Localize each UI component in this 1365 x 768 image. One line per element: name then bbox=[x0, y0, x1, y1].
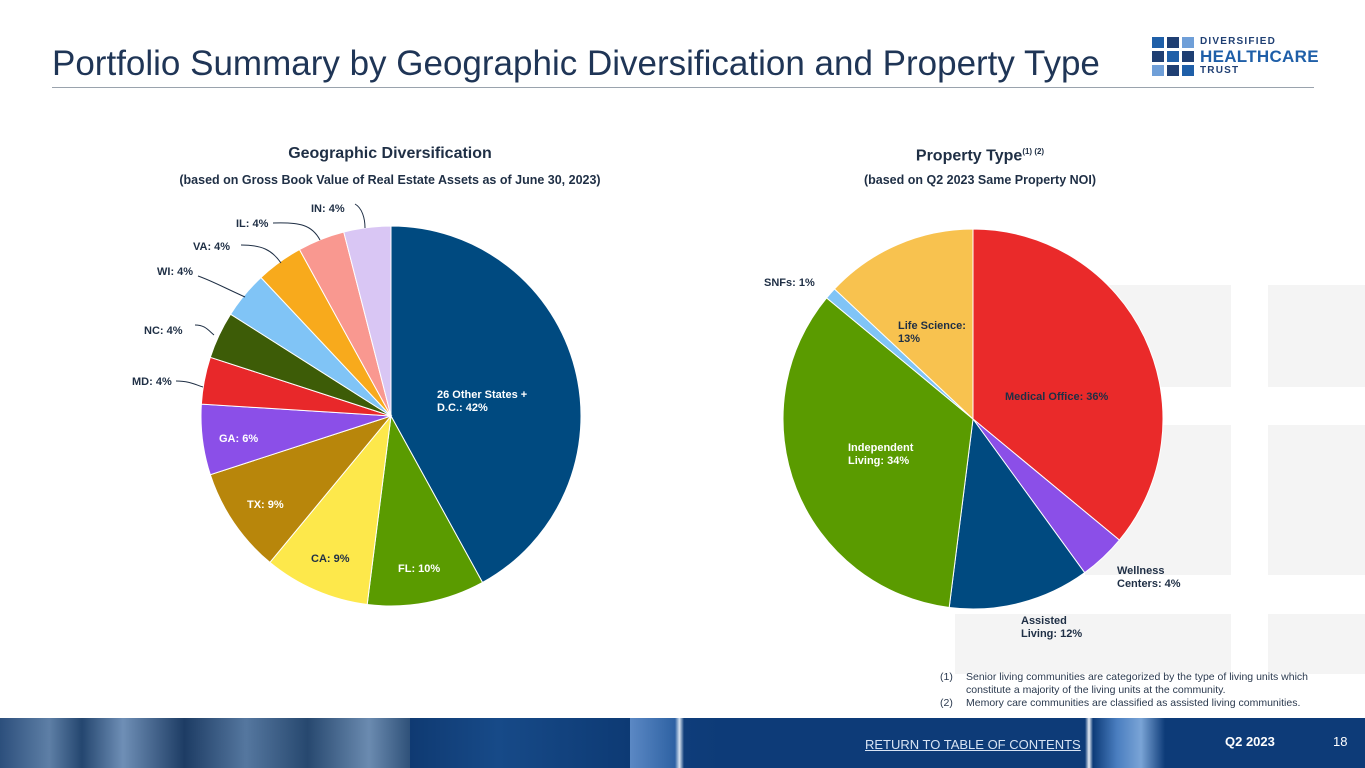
title-divider bbox=[52, 87, 1314, 88]
prop-label-3: Independent Living: 34% bbox=[848, 442, 914, 467]
prop-label-1: Wellness Centers: 4% bbox=[1117, 565, 1181, 590]
geo-leader-line-9 bbox=[272, 222, 321, 241]
footnote-text: Senior living communities are categorize… bbox=[966, 671, 1309, 696]
footer-photo-strip bbox=[630, 718, 720, 768]
footer-band bbox=[0, 718, 1365, 768]
logo-text-line3: TRUST bbox=[1200, 65, 1240, 76]
geo-leader-line-7 bbox=[197, 275, 246, 298]
footnote-number: (2) bbox=[940, 697, 953, 709]
chart1-subtitle: (based on Gross Book Value of Real Estat… bbox=[179, 173, 601, 187]
geo-label-2: CA: 9% bbox=[311, 553, 350, 565]
geo-label-0: 26 Other States + D.C.: 42% bbox=[437, 389, 527, 414]
geo-slice-1 bbox=[366, 414, 484, 607]
geo-slice-0 bbox=[390, 225, 582, 584]
prop-slice-3 bbox=[782, 297, 974, 609]
geo-slice-3 bbox=[209, 414, 393, 564]
page-title: Portfolio Summary by Geographic Diversif… bbox=[52, 44, 1100, 83]
prop-slice-2 bbox=[948, 417, 1086, 610]
geo-label-5: MD: 4% bbox=[132, 376, 172, 388]
geo-label-4: GA: 6% bbox=[219, 433, 258, 445]
geo-label-3: TX: 9% bbox=[247, 499, 284, 511]
geo-leader-line-10 bbox=[354, 203, 366, 229]
geographic-leader-lines bbox=[175, 203, 366, 388]
geo-leader-line-5 bbox=[175, 380, 204, 388]
bg-block bbox=[1268, 285, 1365, 387]
page-number: 18 bbox=[1333, 734, 1348, 749]
geo-label-6: NC: 4% bbox=[144, 325, 183, 337]
bg-block bbox=[1268, 425, 1365, 575]
property-type-labels: Medical Office: 36% Wellness Centers: 4% As… bbox=[764, 277, 1181, 640]
geo-label-1: FL: 10% bbox=[398, 563, 440, 575]
footnote-text: Memory care communities are classified a… bbox=[966, 697, 1301, 709]
geo-slice-2 bbox=[269, 414, 392, 606]
geo-label-8: VA: 4% bbox=[193, 241, 230, 253]
geo-label-10: IN: 4% bbox=[311, 203, 345, 215]
geographic-pie bbox=[200, 225, 582, 607]
prop-label-0: Medical Office: 36% bbox=[1005, 391, 1109, 403]
chart2-subtitle: (based on Q2 2023 Same Property NOI) bbox=[863, 173, 1097, 187]
bg-block bbox=[1268, 614, 1365, 674]
bg-block bbox=[955, 614, 1231, 674]
prop-slice-5 bbox=[833, 228, 974, 421]
logo-grid-icon bbox=[1152, 37, 1194, 76]
footnote-2: (2) Memory care communities are classifi… bbox=[940, 697, 1355, 710]
prop-label-5: Life Science: 13% bbox=[898, 320, 966, 345]
logo-text-line2: HEALTHCARE bbox=[1200, 47, 1319, 66]
footer-photo-strip bbox=[410, 718, 630, 768]
geographic-labels: 26 Other States + D.C.: 42% FL: 10% CA: 9% T… bbox=[132, 203, 527, 575]
geo-slice-10 bbox=[343, 225, 392, 417]
footnote-1: (1) Senior living communities are catego… bbox=[940, 671, 1355, 697]
company-logo: DIVERSIFIED HEALTHCARE TRUST bbox=[1152, 36, 1322, 80]
pie-charts: 26 Other States + D.C.: 42% FL: 10% CA: 9% T… bbox=[132, 203, 1181, 640]
geo-label-7: WI: 4% bbox=[157, 266, 193, 278]
quarter-label: Q2 2023 bbox=[1225, 734, 1275, 749]
footnote-number: (1) bbox=[940, 671, 953, 683]
geo-label-9: IL: 4% bbox=[236, 218, 269, 230]
prop-label-4: SNFs: 1% bbox=[764, 277, 815, 289]
geo-leader-line-6 bbox=[194, 324, 215, 336]
property-type-pie bbox=[782, 228, 1164, 610]
footnotes: (1) Senior living communities are catego… bbox=[940, 671, 1355, 710]
return-to-toc-link[interactable]: RETURN TO TABLE OF CONTENTS bbox=[865, 737, 1081, 752]
logo-text-line1: DIVERSIFIED bbox=[1200, 36, 1276, 47]
geo-leader-line-8 bbox=[240, 244, 282, 264]
prop-label-2: Assisted Living: 12% bbox=[1021, 615, 1082, 640]
footer-photo-strip bbox=[1085, 718, 1165, 768]
chart2-title-footnote-ref: (1) (2) bbox=[1022, 147, 1045, 156]
prop-slice-0 bbox=[972, 228, 1164, 541]
chart2-title-text: Property Type bbox=[915, 147, 1023, 165]
chart2-title: Property Type(1) (2) bbox=[830, 147, 1130, 165]
footer-photo-strip bbox=[0, 718, 410, 768]
chart1-title: Geographic Diversification bbox=[288, 145, 492, 162]
